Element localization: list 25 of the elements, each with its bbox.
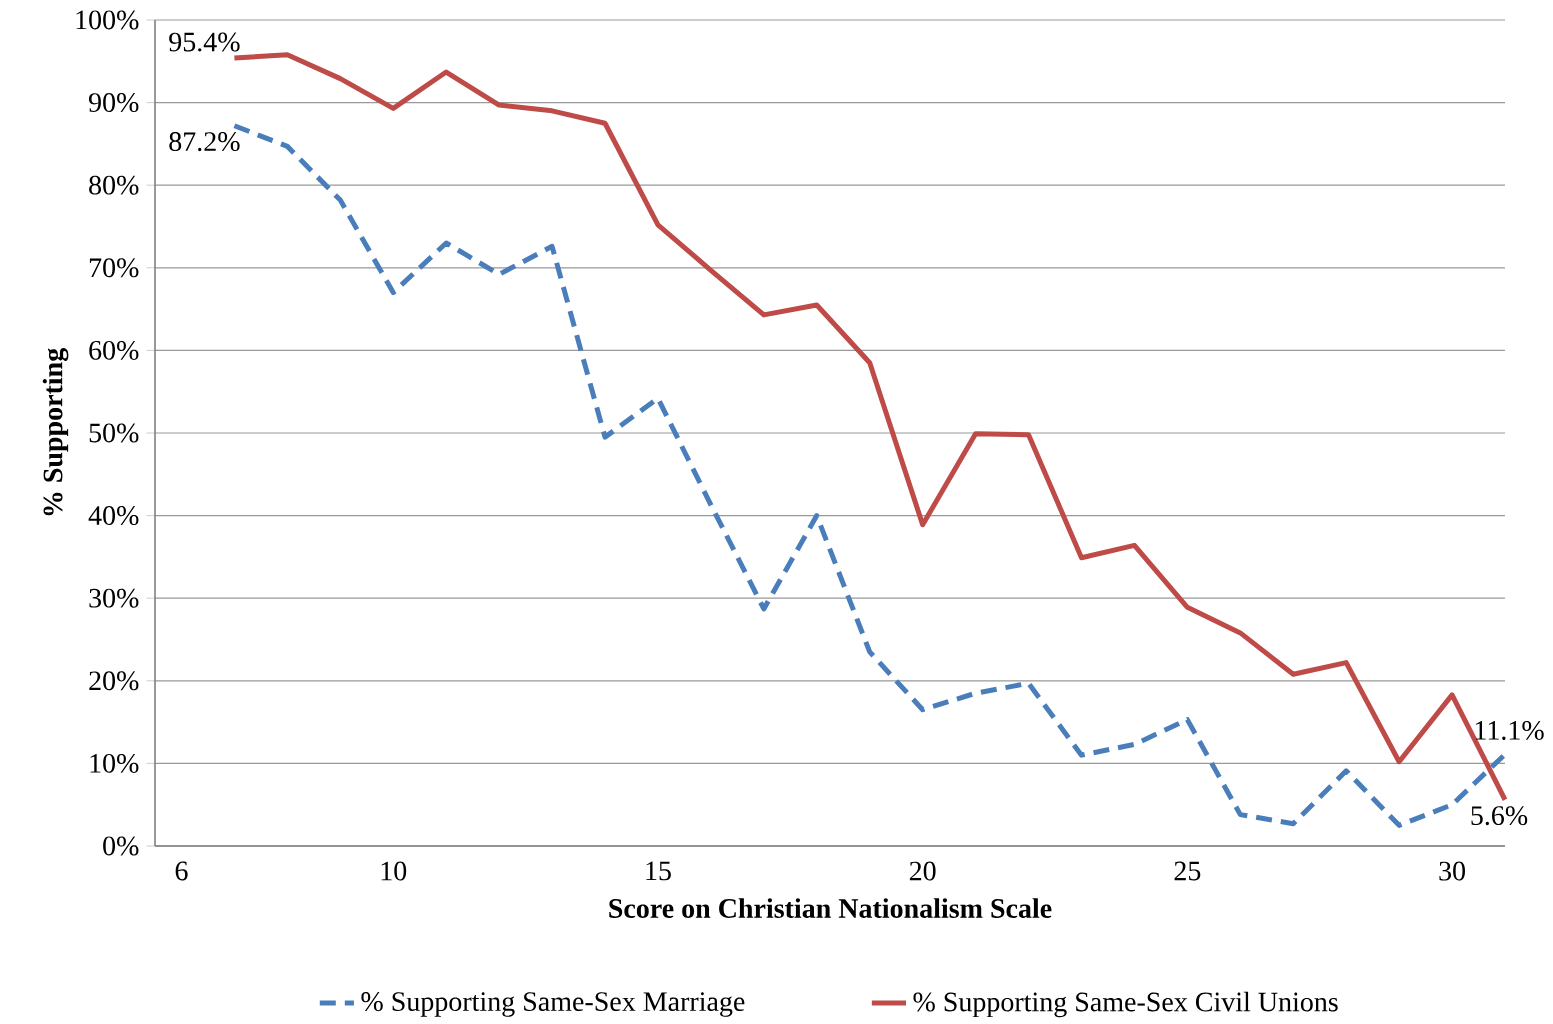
x-tick-label: 10 xyxy=(381,861,407,881)
x-tick-label: 25 xyxy=(1174,861,1201,881)
y-tick-label: 20% xyxy=(89,671,139,691)
x-tick-label: 20 xyxy=(909,861,936,881)
y-tick-label: 50% xyxy=(89,423,139,443)
legend-label: % Supporting Same-Sex Civil Unions xyxy=(913,991,1338,1018)
y-tick-label: 70% xyxy=(89,258,139,278)
data-label: 5.6% xyxy=(1471,806,1528,826)
y-tick-label: 90% xyxy=(88,93,139,113)
y-tick-label: 10% xyxy=(90,753,139,773)
x-tick-label: 15 xyxy=(646,861,671,881)
y-tick-label: 30% xyxy=(89,588,139,608)
y-tick-label: 80% xyxy=(89,175,139,195)
y-axis-title: % Supporting xyxy=(42,348,69,516)
x-axis-title: Score on Christian Nationalism Scale xyxy=(609,898,1052,918)
data-label: 11.1% xyxy=(1475,720,1544,740)
legend-label: % Supporting Same-Sex Marriage xyxy=(361,992,745,1017)
x-tick-label: 30 xyxy=(1439,861,1465,881)
data-label: 87.2% xyxy=(169,132,240,152)
y-tick-label: 60% xyxy=(89,340,139,360)
x-tick-label: 6 xyxy=(175,861,188,881)
y-tick-label: 100% xyxy=(76,10,139,30)
y-tick-label: 0% xyxy=(103,836,139,856)
data-label: 95.4% xyxy=(169,32,240,52)
y-tick-label: 40% xyxy=(88,506,139,526)
